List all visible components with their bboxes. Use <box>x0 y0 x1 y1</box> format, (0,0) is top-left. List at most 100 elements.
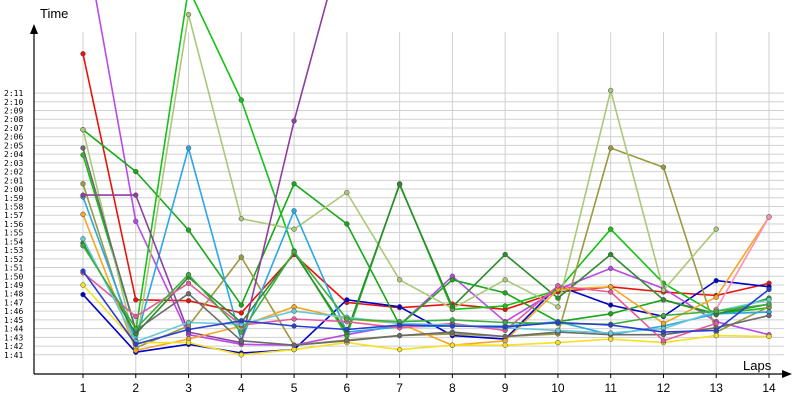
series-line <box>82 284 770 356</box>
data-point <box>80 211 86 217</box>
series-line <box>82 245 770 333</box>
y-tick-label: 1:57 <box>4 211 23 220</box>
data-point <box>291 342 297 348</box>
data-point <box>185 145 192 151</box>
data-point <box>396 322 403 328</box>
data-point <box>766 214 772 220</box>
y-axis-arrow <box>30 24 38 34</box>
data-point <box>555 304 561 310</box>
data-point <box>713 332 719 339</box>
data-point <box>185 271 192 278</box>
series-line <box>82 147 770 346</box>
data-point <box>660 329 667 335</box>
data-point <box>449 329 456 335</box>
data-point <box>80 282 86 288</box>
data-point <box>185 319 192 326</box>
series-line <box>715 216 770 310</box>
data-point <box>713 226 719 232</box>
data-point <box>80 192 86 198</box>
series-14 <box>713 214 772 313</box>
series-17 <box>80 268 772 347</box>
x-axis-arrow <box>782 370 792 378</box>
x-tick-label: 11 <box>604 381 617 395</box>
data-point <box>291 308 297 314</box>
data-point <box>291 346 297 353</box>
data-point <box>608 330 614 336</box>
x-axis-title: Laps <box>743 358 772 373</box>
y-tick-label: 1:56 <box>4 220 23 229</box>
data-point <box>80 51 86 57</box>
data-point <box>238 302 244 308</box>
data-point <box>555 327 561 334</box>
data-point <box>344 189 350 196</box>
y-tick-label: 2:11 <box>4 89 23 98</box>
data-point <box>713 308 719 314</box>
y-tick-label: 2:03 <box>4 159 23 168</box>
x-tick-label: 3 <box>185 381 192 395</box>
series-6 <box>80 11 719 351</box>
data-point <box>766 297 772 303</box>
data-point <box>344 297 350 303</box>
x-tick-label: 6 <box>344 381 351 395</box>
data-point <box>502 277 508 283</box>
data-point <box>555 319 561 326</box>
data-point <box>344 326 350 333</box>
data-point <box>449 317 456 323</box>
x-tick-label: 14 <box>762 381 776 395</box>
data-point <box>185 227 192 233</box>
data-point <box>555 339 561 346</box>
data-point <box>291 323 297 329</box>
y-tick-label: 1:42 <box>4 342 23 351</box>
data-point <box>185 298 192 304</box>
data-point <box>133 192 139 198</box>
series-11 <box>80 282 772 358</box>
data-point <box>80 243 86 249</box>
data-point <box>766 333 772 340</box>
y-tick-label: 1:46 <box>4 307 23 316</box>
y-tick-label: 2:10 <box>4 98 23 107</box>
y-tick-label: 1:50 <box>4 272 23 281</box>
y-tick-label: 1:44 <box>4 325 23 334</box>
data-point <box>713 277 719 284</box>
data-point <box>396 182 403 188</box>
data-point <box>238 352 244 358</box>
data-point <box>502 290 508 296</box>
y-tick-label: 1:48 <box>4 290 23 299</box>
data-point <box>608 226 614 232</box>
data-point <box>608 311 614 317</box>
data-point <box>608 302 614 308</box>
data-point <box>713 294 719 300</box>
data-point <box>713 320 719 327</box>
data-point <box>80 236 86 242</box>
x-tick-label: 9 <box>502 381 509 395</box>
data-point <box>344 221 350 227</box>
data-point <box>185 280 192 286</box>
x-tick-label: 1 <box>80 381 87 395</box>
y-tick-label: 2:01 <box>4 176 23 185</box>
y-tick-label: 1:54 <box>4 237 23 246</box>
data-point <box>608 336 614 342</box>
data-point <box>291 304 297 310</box>
x-tick-label: 7 <box>396 381 403 395</box>
y-tick-label: 1:52 <box>4 255 23 264</box>
data-point <box>766 301 772 307</box>
series-lines <box>80 0 772 358</box>
y-tick-label: 2:09 <box>4 107 23 116</box>
y-axis-title: Time <box>40 6 68 21</box>
data-point <box>660 287 667 293</box>
series-1 <box>80 277 772 356</box>
data-point <box>291 249 297 255</box>
data-point <box>291 316 297 322</box>
y-tick-label: 2:04 <box>4 150 23 159</box>
data-point <box>133 325 139 332</box>
data-point <box>291 226 297 232</box>
data-point <box>238 310 244 316</box>
y-tick-label: 2:06 <box>4 133 23 142</box>
data-point <box>713 327 719 334</box>
axes <box>30 24 792 378</box>
y-tick-label: 1:49 <box>4 281 23 290</box>
data-point <box>396 332 403 339</box>
data-point <box>133 218 139 224</box>
x-tick-label: 5 <box>291 381 298 395</box>
